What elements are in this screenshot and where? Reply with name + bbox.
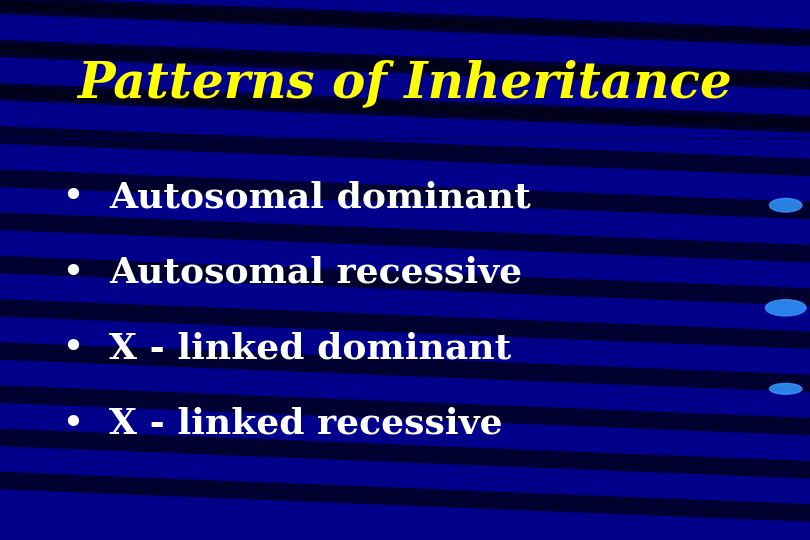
Text: Autosomal dominant: Autosomal dominant	[109, 180, 531, 214]
Ellipse shape	[770, 198, 802, 212]
Ellipse shape	[765, 300, 806, 316]
Ellipse shape	[770, 383, 802, 394]
Text: •: •	[62, 178, 84, 216]
Text: •: •	[62, 405, 84, 443]
Text: •: •	[62, 329, 84, 367]
Text: Patterns of Inheritance: Patterns of Inheritance	[78, 59, 732, 108]
Bar	[0, 0, 810, 135]
Text: X - linked dominant: X - linked dominant	[109, 332, 512, 365]
Text: X - linked recessive: X - linked recessive	[109, 407, 503, 441]
Text: •: •	[62, 254, 84, 292]
Text: Autosomal recessive: Autosomal recessive	[109, 256, 522, 289]
